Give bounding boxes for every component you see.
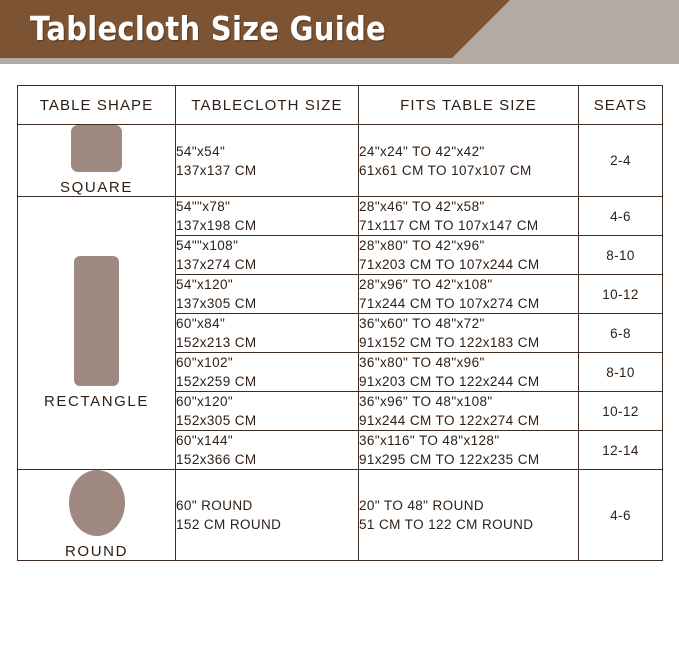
fits-table-size-cell: 24"x24" TO 42"x42" 61x61 CM TO 107x107 C… — [358, 124, 579, 197]
fits-size-cm: 91x295 CM TO 122x235 CM — [359, 452, 540, 467]
fits-table-size-cell: 36"x60" TO 48"x72" 91x152 CM TO 122x183 … — [358, 313, 579, 353]
table-row: 60"x84" 152x213 CM 36"x60" TO 48"x72" 91… — [18, 313, 663, 353]
cloth-size-inches: 54""x108" — [176, 238, 239, 253]
seats-cell: 12-14 — [578, 430, 663, 470]
table-header-row: TABLE SHAPE TABLECLOTH SIZE FITS TABLE S… — [17, 85, 663, 125]
tablecloth-size-table: TABLE SHAPE TABLECLOTH SIZE FITS TABLE S… — [17, 85, 663, 561]
cloth-size-inches: 60"x84" — [176, 316, 226, 331]
shape-label-round: ROUND — [65, 543, 128, 560]
square-swatch-icon — [71, 125, 122, 172]
cloth-size-inches: 60" ROUND — [176, 498, 253, 513]
table-row: 54"x120" 137x305 CM 28"x96" TO 42"x108" … — [18, 274, 663, 314]
fits-size-inches: 28"x80" TO 42"x96" — [359, 238, 485, 253]
page-title: Tablecloth Size Guide — [30, 9, 386, 48]
seats-cell: 2-4 — [578, 124, 663, 197]
column-header-seats: SEATS — [578, 85, 663, 125]
tablecloth-size-cell: 54"x120" 137x305 CM — [175, 274, 359, 314]
seats-cell: 8-10 — [578, 235, 663, 275]
fits-size-cm: 91x152 CM TO 122x183 CM — [359, 335, 540, 350]
fits-table-size-cell: 36"x116" TO 48"x128" 91x295 CM TO 122x23… — [358, 430, 579, 470]
seats-cell: 10-12 — [578, 274, 663, 314]
fits-table-size-cell: 28"x96" TO 42"x108" 71x244 CM TO 107x274… — [358, 274, 579, 314]
fits-size-cm: 91x244 CM TO 122x274 CM — [359, 413, 540, 428]
column-header-fits-table-size: FITS TABLE SIZE — [358, 85, 579, 125]
header-banner: Tablecloth Size Guide — [0, 0, 679, 64]
cloth-size-cm: 137x137 CM — [176, 162, 257, 178]
cloth-size-inches: 60"x102" — [176, 355, 234, 370]
shape-label-rectangle: RECTANGLE — [44, 393, 149, 410]
tablecloth-size-cell: 54""x108" 137x274 CM — [175, 235, 359, 275]
fits-size-inches: 36"x80" TO 48"x96" — [359, 355, 485, 370]
fits-size-cm: 61x61 CM TO 107x107 CM — [359, 162, 532, 178]
fits-size-inches: 20" TO 48" ROUND — [359, 498, 485, 513]
fits-size-inches: 28"x96" TO 42"x108" — [359, 277, 493, 292]
tablecloth-size-cell: 54""x78" 137x198 CM — [175, 196, 359, 236]
shape-label-square: SQUARE — [60, 179, 133, 196]
fits-size-cm: 71x203 CM TO 107x244 CM — [359, 257, 540, 272]
seats-cell: 4-6 — [578, 196, 663, 236]
fits-size-inches: 28"x46" TO 42"x58" — [359, 199, 485, 214]
cloth-size-cm: 152x259 CM — [176, 374, 257, 389]
table-row: 60"x102" 152x259 CM 36"x80" TO 48"x96" 9… — [18, 352, 663, 392]
table-row: 60"x120" 152x305 CM 36"x96" TO 48"x108" … — [18, 391, 663, 431]
fits-table-size-cell: 20" TO 48" ROUND 51 CM TO 122 CM ROUND — [358, 469, 579, 561]
cloth-size-inches: 54""x78" — [176, 199, 231, 214]
tablecloth-size-cell: 60" ROUND 152 CM ROUND — [175, 469, 359, 561]
cloth-size-cm: 152x305 CM — [176, 413, 257, 428]
cloth-size-cm: 152x366 CM — [176, 452, 257, 467]
seats-cell: 6-8 — [578, 313, 663, 353]
cloth-size-cm: 137x274 CM — [176, 257, 257, 272]
seats-cell: 10-12 — [578, 391, 663, 431]
shape-cell-round: ROUND — [17, 469, 176, 561]
table-row: 60"x144" 152x366 CM 36"x116" TO 48"x128"… — [18, 430, 663, 470]
fits-table-size-cell: 36"x80" TO 48"x96" 91x203 CM TO 122x244 … — [358, 352, 579, 392]
seats-cell: 4-6 — [578, 469, 663, 561]
rectangle-swatch-icon — [74, 256, 119, 386]
tablecloth-size-cell: 60"x120" 152x305 CM — [175, 391, 359, 431]
cloth-size-inches: 60"x144" — [176, 433, 234, 448]
shape-cell-square: SQUARE — [17, 124, 176, 197]
cloth-size-cm: 152 CM ROUND — [176, 517, 282, 532]
header-brown-shape — [0, 0, 510, 58]
fits-size-cm: 71x117 CM TO 107x147 CM — [359, 218, 539, 233]
fits-size-inches: 24"x24" TO 42"x42" — [359, 143, 485, 159]
table-header: TABLE SHAPE TABLECLOTH SIZE FITS TABLE S… — [17, 85, 663, 125]
cloth-size-inches: 60"x120" — [176, 394, 234, 409]
fits-table-size-cell: 28"x80" TO 42"x96" 71x203 CM TO 107x244 … — [358, 235, 579, 275]
table-body: SQUARE 54"x54" 137x137 CM 24"x24" TO 42"… — [17, 124, 663, 561]
fits-table-size-cell: 36"x96" TO 48"x108" 91x244 CM TO 122x274… — [358, 391, 579, 431]
cloth-size-inches: 54"x120" — [176, 277, 234, 292]
shape-cell-rectangle: RECTANGLE — [17, 196, 176, 470]
cloth-size-cm: 137x305 CM — [176, 296, 257, 311]
seats-cell: 8-10 — [578, 352, 663, 392]
round-swatch-icon — [68, 470, 125, 536]
tablecloth-size-cell: 60"x102" 152x259 CM — [175, 352, 359, 392]
tablecloth-size-cell: 54"x54" 137x137 CM — [175, 124, 359, 197]
cloth-size-cm: 152x213 CM — [176, 335, 257, 350]
fits-size-cm: 51 CM TO 122 CM ROUND — [359, 517, 534, 532]
tablecloth-size-cell: 60"x144" 152x366 CM — [175, 430, 359, 470]
fits-size-inches: 36"x60" TO 48"x72" — [359, 316, 485, 331]
table-row: ROUND 60" ROUND 152 CM ROUND 20" TO 48" … — [17, 469, 663, 561]
fits-size-cm: 91x203 CM TO 122x244 CM — [359, 374, 540, 389]
table-row: SQUARE 54"x54" 137x137 CM 24"x24" TO 42"… — [17, 124, 663, 197]
fits-size-inches: 36"x96" TO 48"x108" — [359, 394, 493, 409]
cloth-size-inches: 54"x54" — [176, 143, 226, 159]
column-header-table-shape: TABLE SHAPE — [17, 85, 176, 125]
table-row: RECTANGLE 54""x78" 137x198 CM 28"x46" TO… — [17, 196, 663, 470]
fits-size-cm: 71x244 CM TO 107x274 CM — [359, 296, 540, 311]
fits-table-size-cell: 28"x46" TO 42"x58" 71x117 CM TO 107x147 … — [358, 196, 579, 236]
fits-size-inches: 36"x116" TO 48"x128" — [359, 433, 500, 448]
tablecloth-size-cell: 60"x84" 152x213 CM — [175, 313, 359, 353]
table-row: 54""x108" 137x274 CM 28"x80" TO 42"x96" … — [18, 235, 663, 275]
column-header-tablecloth-size: TABLECLOTH SIZE — [175, 85, 359, 125]
cloth-size-cm: 137x198 CM — [176, 218, 257, 233]
